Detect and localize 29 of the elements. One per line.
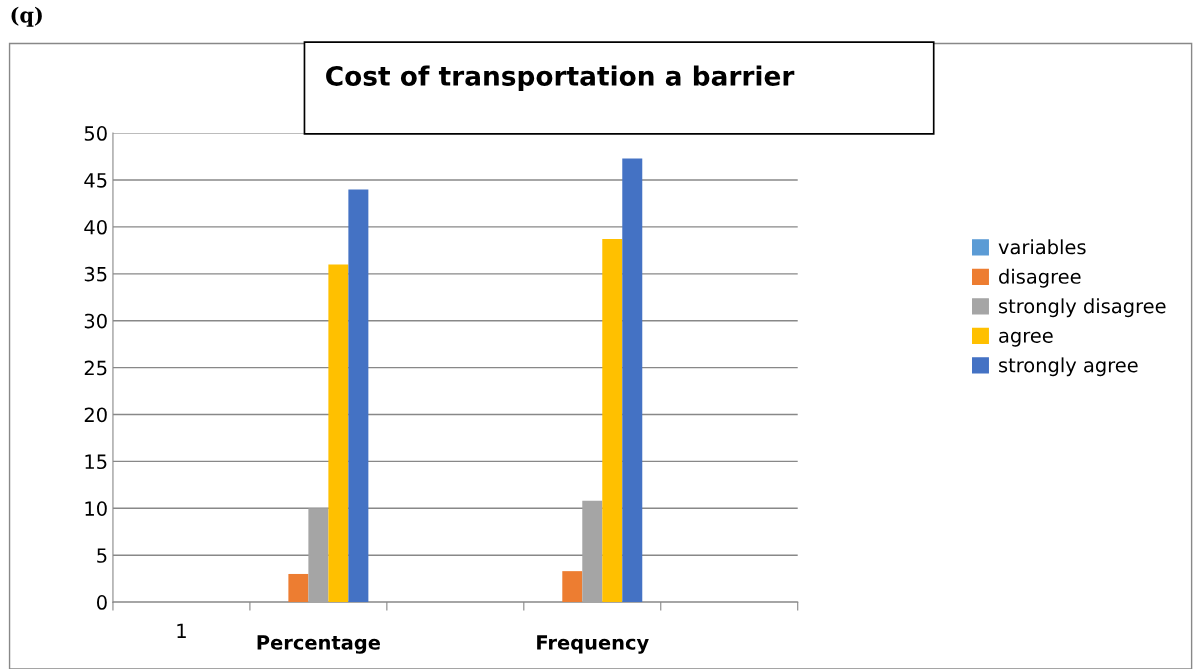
bar [328,264,349,603]
y-tick-label: 30 [84,313,107,329]
bar [622,158,643,603]
y-tick-label: 35 [84,266,107,282]
bar [288,573,309,603]
bar [562,571,583,603]
bar [348,189,369,603]
x-tick-label: Percentage [257,635,380,654]
legend-label: agree [999,331,1053,347]
y-tick-label: 5 [97,548,107,563]
text: (q) [11,6,42,27]
bar [582,500,603,603]
y-tick-label: 0 [97,595,107,610]
y-tick-label: 40 [84,219,107,235]
chart-title: Cost of transportation a barrier [326,65,795,92]
x-tick-label: Frequency [537,635,649,654]
legend-label: disagree [999,268,1081,288]
bar [308,508,329,603]
y-tick-label: 15 [85,454,107,470]
y-tick-label: 20 [84,407,107,423]
legend-label: variables [998,239,1086,255]
y-tick-label: 25 [84,360,107,376]
bar [602,239,623,603]
y-tick-label: 10 [85,501,107,516]
y-tick-label: 50 [84,126,107,141]
x-tick-label: 1 [177,623,186,638]
legend-label: strongly disagree [999,298,1166,318]
legend-label: strongly agree [999,357,1138,377]
y-tick-label: 45 [84,173,107,188]
